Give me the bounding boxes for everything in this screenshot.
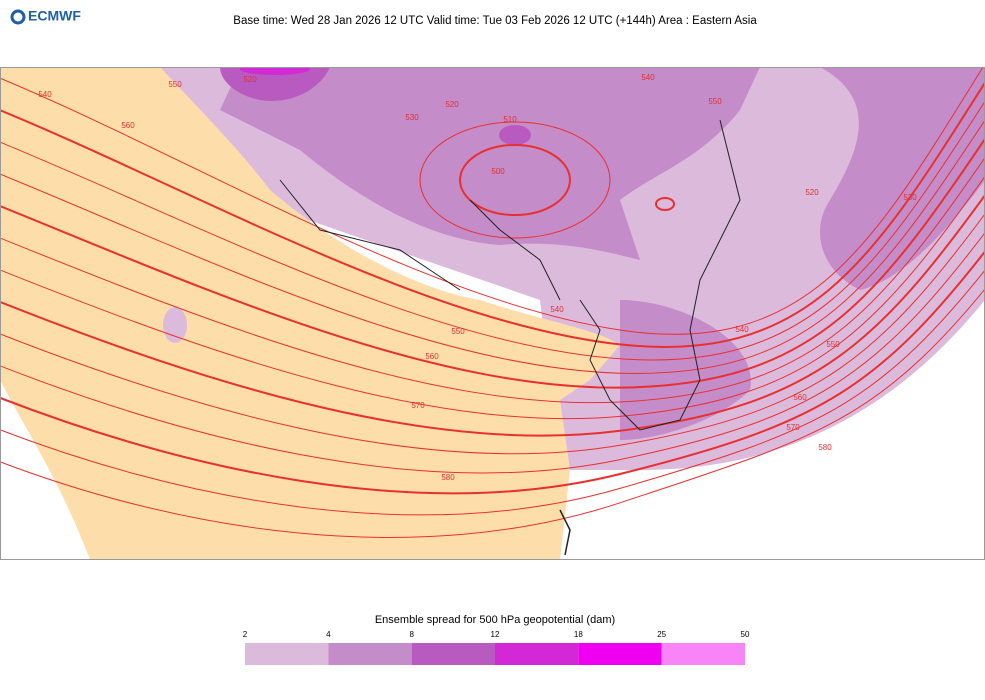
contour <box>0 100 985 361</box>
contour <box>459 144 571 216</box>
contour <box>419 121 611 239</box>
contour <box>0 175 985 420</box>
contour <box>0 67 984 335</box>
contour-label: 540 <box>550 305 564 314</box>
contour <box>0 288 985 538</box>
contour-label: 530 <box>405 113 419 122</box>
colorbar-swatch <box>495 643 579 665</box>
colorbar-tick-label: 4 <box>326 630 331 639</box>
colorbar-swatch <box>578 643 662 665</box>
colorbar-tick-label: 50 <box>741 630 750 639</box>
colorbar-tick-label: 25 <box>657 630 666 639</box>
contour-label: 510 <box>503 115 517 124</box>
contour-label: 500 <box>491 167 505 176</box>
contour-label: 520 <box>445 100 459 109</box>
contour <box>0 269 985 516</box>
header-title: Base time: Wed 28 Jan 2026 12 UTC Valid … <box>233 15 757 27</box>
contours <box>0 67 985 538</box>
contour <box>0 80 985 348</box>
outside <box>0 380 90 560</box>
land <box>0 67 620 560</box>
contour-label: 520 <box>805 188 819 197</box>
contour-label: 570 <box>411 401 425 410</box>
contour <box>0 193 985 437</box>
contour-label: 530 <box>903 193 917 202</box>
contour <box>0 137 985 389</box>
logo-text: ECMWF <box>28 8 81 24</box>
contour-label: 560 <box>121 121 135 130</box>
contour-label: 540 <box>641 73 655 82</box>
contour-label: 570 <box>786 423 800 432</box>
colorbar-swatch <box>328 643 412 665</box>
logo: ECMWF <box>10 8 81 25</box>
spread-medium <box>820 67 985 290</box>
colorbar-tick-label: 8 <box>409 630 414 639</box>
colorbar-tick-label: 12 <box>491 630 500 639</box>
contour-label: 560 <box>793 393 807 402</box>
colorbar-swatch <box>411 643 495 665</box>
contour-label: 550 <box>826 340 840 349</box>
legend: 2 4 8 12 18 25 50 <box>243 630 750 665</box>
spread-medium <box>220 67 760 260</box>
contour-label: 520 <box>243 75 257 84</box>
spread-max <box>240 67 310 75</box>
contour-label: 580 <box>818 443 832 452</box>
contour <box>0 249 985 495</box>
contour-label: 580 <box>441 473 455 482</box>
spread-dark <box>499 125 531 145</box>
contour <box>0 156 985 404</box>
contour <box>655 197 675 211</box>
contour <box>0 119 985 374</box>
map: 540 560 550 520 530 520 510 500 540 550 520 530 540 5… <box>0 67 985 560</box>
logo-icon <box>10 9 26 25</box>
spread-light <box>163 307 187 343</box>
spread-medium <box>620 300 751 440</box>
colorbar-tick-label: 18 <box>574 630 583 639</box>
colorbar-swatch <box>661 643 745 665</box>
contour-label: 550 <box>168 80 182 89</box>
contour-label: 540 <box>735 325 749 334</box>
colorbar-swatch <box>245 643 329 665</box>
contour-label: 560 <box>425 352 439 361</box>
colorbar-tick-label: 2 <box>243 630 248 639</box>
contour-labels: 540 560 550 520 530 520 510 500 540 550 520 530 540 5… <box>38 73 917 482</box>
coastline <box>559 509 571 556</box>
contour <box>0 213 985 455</box>
contour-label: 550 <box>708 97 722 106</box>
spread-dark <box>220 67 330 101</box>
contour <box>0 231 985 474</box>
contour-label: 550 <box>451 327 465 336</box>
contour-label: 540 <box>38 90 52 99</box>
legend-title: Ensemble spread for 500 hPa geopotential… <box>375 614 615 626</box>
outside <box>580 300 985 560</box>
coastline <box>279 119 741 431</box>
